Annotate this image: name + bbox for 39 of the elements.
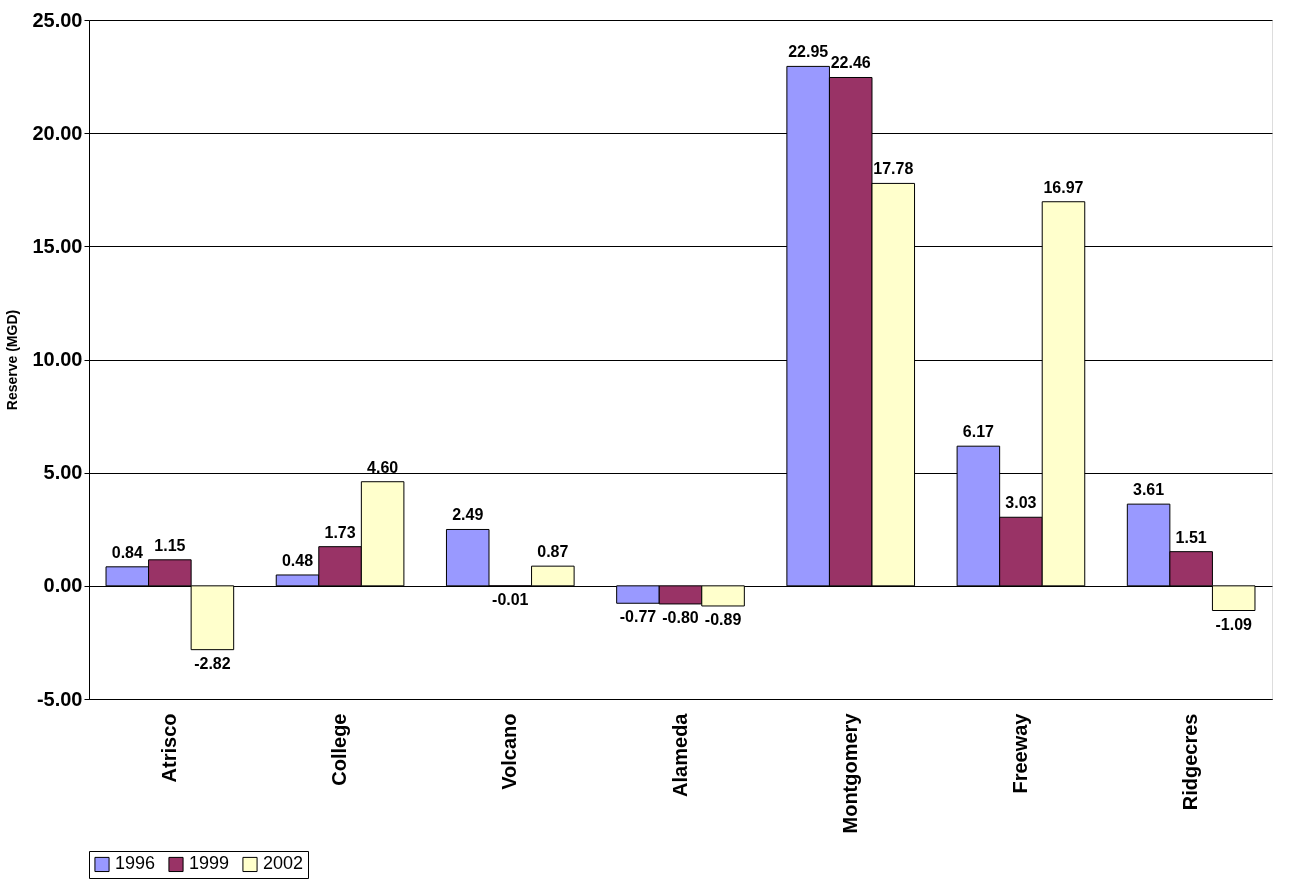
data-label: 1.15: [154, 536, 186, 554]
data-label: 1.51: [1175, 528, 1207, 546]
data-label: 2.49: [452, 506, 484, 524]
x-tick-label: College: [328, 713, 351, 786]
x-tick-label: Ridgecres: [1179, 713, 1202, 811]
data-label: -0.77: [619, 608, 657, 626]
x-tick-label: Atrisco: [157, 713, 180, 783]
x-tick-label: Freeway: [1008, 712, 1031, 794]
data-label: 3.03: [1005, 494, 1037, 512]
data-label: 1.73: [324, 523, 356, 541]
data-label: 22.95: [788, 43, 829, 61]
x-tick-label: Alameda: [668, 712, 691, 797]
x-tick-label: Volcano: [498, 713, 521, 790]
y-tick-label: 25.00: [32, 8, 83, 31]
data-label: -0.80: [662, 608, 699, 626]
data-label: 0.84: [111, 543, 143, 561]
data-label: 0.48: [281, 551, 314, 569]
legend-label: 1996: [115, 853, 156, 874]
data-label: -0.01: [492, 591, 529, 609]
y-tick-label: 5.00: [43, 461, 83, 484]
legend-label: 2002: [263, 853, 304, 874]
data-label: 3.61: [1133, 481, 1165, 499]
x-tick-label: Montgomery: [838, 712, 861, 834]
data-label: 17.78: [873, 160, 914, 178]
legend-label: 1999: [189, 853, 230, 874]
data-label: 0.87: [537, 543, 569, 561]
y-tick-label: 15.00: [32, 234, 83, 257]
y-tick-label: 10.00: [32, 348, 83, 370]
data-label: 16.97: [1043, 178, 1084, 196]
data-label: 6.17: [962, 423, 995, 441]
y-tick-label: 0.00: [43, 574, 83, 597]
y-axis-title: Reserve (MGD): [4, 309, 21, 411]
data-label: -0.89: [704, 610, 742, 628]
y-tick-label: -5.00: [36, 687, 83, 710]
data-label: -1.09: [1215, 615, 1253, 633]
y-tick-label: 20.00: [32, 121, 83, 144]
data-label: 4.60: [367, 458, 399, 476]
data-label: 22.46: [830, 54, 871, 72]
data-label: -2.82: [194, 654, 231, 672]
